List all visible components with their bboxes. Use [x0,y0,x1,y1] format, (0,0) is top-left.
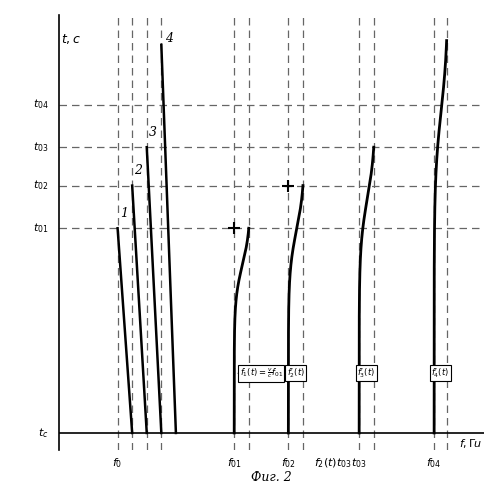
Text: $f_{04}$: $f_{04}$ [426,456,442,470]
Text: $t, c$: $t, c$ [61,32,82,46]
Text: $t_{01}$: $t_{01}$ [33,222,49,235]
Text: $f_0$: $f_0$ [113,456,123,470]
Text: $t_{03}$: $t_{03}$ [351,456,367,470]
Text: 2: 2 [134,164,142,177]
Text: $f_{02}$: $f_{02}$ [281,456,296,470]
Text: 3: 3 [149,126,157,138]
Text: $f_2(t)$: $f_2(t)$ [314,456,337,470]
Text: 1: 1 [120,206,127,220]
Text: $f_{01}$: $f_{01}$ [227,456,242,470]
Text: Фиг. 2: Фиг. 2 [251,472,292,484]
Text: $f_2'(t)$: $f_2'(t)$ [287,366,305,380]
Text: $t_{03}$: $t_{03}$ [336,456,352,470]
Text: $f_1(t)=\frac{v}{c}f_{01}$: $f_1(t)=\frac{v}{c}f_{01}$ [240,366,283,380]
Text: $f_3'(t)$: $f_3'(t)$ [358,366,375,380]
Text: 4: 4 [165,32,173,45]
Text: $t_{02}$: $t_{02}$ [34,178,49,192]
Text: $f, \Gamma\!u$: $f, \Gamma\!u$ [459,437,482,450]
Text: $t_c$: $t_c$ [39,426,49,440]
Text: $t_{04}$: $t_{04}$ [33,98,49,112]
Text: $t_{03}$: $t_{03}$ [33,140,49,154]
Text: $f_4'(t)$: $f_4'(t)$ [431,366,450,380]
